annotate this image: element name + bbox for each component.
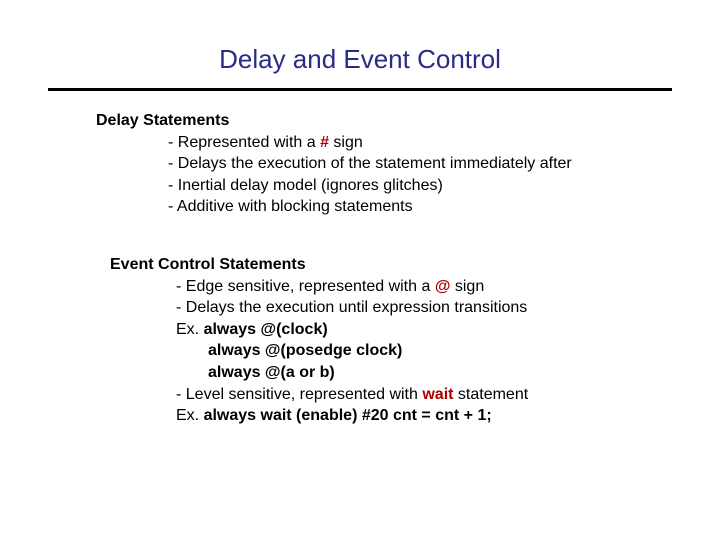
text: statement — [453, 386, 528, 403]
section2-line2: - Delays the execution until expression … — [176, 297, 670, 319]
section2-line5: always @(a or b) — [176, 362, 670, 384]
slide: Delay and Event Control Delay Statements… — [0, 0, 720, 540]
text: - Level sensitive, represented with — [176, 386, 422, 403]
section2-heading: Event Control Statements — [110, 254, 670, 276]
section2-line4: always @(posedge clock) — [176, 340, 670, 362]
text: - Represented with a — [168, 134, 320, 151]
hash-sign: # — [320, 134, 329, 151]
wait-keyword: wait — [422, 386, 453, 403]
section1-line3: - Inertial delay model (ignores glitches… — [168, 175, 656, 197]
text: sign — [450, 278, 484, 295]
text: sign — [329, 134, 363, 151]
section2-line7: Ex. always wait (enable) #20 cnt = cnt +… — [176, 405, 670, 427]
code-always-wait: always wait (enable) #20 cnt = cnt + 1; — [204, 407, 492, 424]
at-sign: @ — [435, 278, 451, 295]
example-prefix: Ex. — [176, 321, 204, 338]
section-event-control: Event Control Statements - Edge sensitiv… — [110, 254, 670, 427]
code-always-clock: always @(clock) — [204, 321, 328, 338]
section-delay-statements: Delay Statements - Represented with a # … — [96, 110, 656, 218]
code-always-posedge: always @(posedge clock) — [208, 342, 402, 359]
title-underline — [48, 88, 672, 91]
slide-title: Delay and Event Control — [0, 44, 720, 75]
text: - Edge sensitive, represented with a — [176, 278, 435, 295]
section1-line4: - Additive with blocking statements — [168, 196, 656, 218]
section2-body: - Edge sensitive, represented with a @ s… — [110, 276, 670, 427]
code-always-a-or-b: always @(a or b) — [208, 364, 335, 381]
section1-body: - Represented with a # sign - Delays the… — [96, 132, 656, 218]
section1-heading: Delay Statements — [96, 110, 656, 132]
section2-line3: Ex. always @(clock) — [176, 319, 670, 341]
section1-line2: - Delays the execution of the statement … — [168, 153, 656, 175]
section1-line1: - Represented with a # sign — [168, 132, 656, 154]
example-prefix: Ex. — [176, 407, 204, 424]
section2-line6: - Level sensitive, represented with wait… — [176, 384, 670, 406]
section2-line1: - Edge sensitive, represented with a @ s… — [176, 276, 670, 298]
